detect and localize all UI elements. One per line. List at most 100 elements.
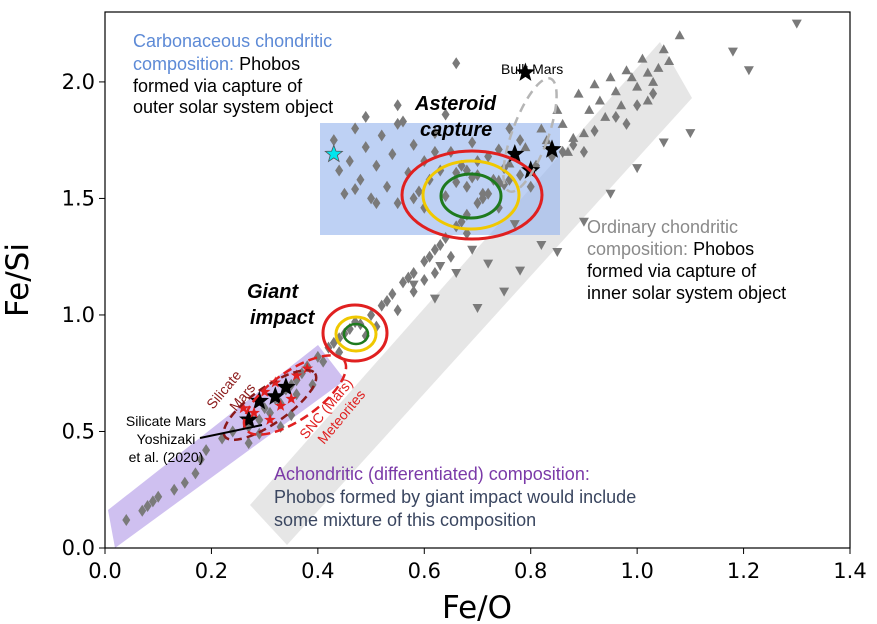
diamond-point (436, 239, 445, 252)
diamond-point (383, 294, 392, 307)
ordinary-line2: composition: Phobos (587, 239, 754, 259)
ordinary-chondritic-region (250, 42, 692, 545)
diamond-point (329, 134, 338, 147)
ordinary-line4: inner solar system object (587, 283, 786, 303)
diamond-point (388, 148, 397, 161)
asteroid-capture-red-ellipse (400, 149, 544, 241)
diamond-point (441, 108, 450, 121)
achondritic-region (108, 345, 345, 548)
diamond-point (420, 274, 429, 286)
diamond-point (335, 164, 344, 177)
plot-frame (104, 11, 851, 549)
triangle-down-point (536, 241, 547, 251)
triangle-up-point (674, 30, 685, 40)
carbonaceous-line4: outer solar system object (133, 97, 333, 117)
triangle-down-point (727, 47, 738, 57)
diamond-point (622, 117, 631, 130)
triangle-down-point (605, 189, 616, 199)
triangle-up-point (642, 67, 653, 77)
x-tick-label: 0.6 (408, 559, 441, 583)
carbonaceous-prefix: composition: (133, 54, 239, 74)
achondritic-line2: some mixture of this composition (274, 510, 536, 530)
diamond-point (393, 99, 402, 112)
diamond-point (484, 187, 493, 200)
giant-impact-green-ellipse (342, 322, 370, 346)
asteroid-label: Asteroid (414, 93, 497, 115)
black-star-point (249, 391, 269, 410)
bulk-mars-label: Bulk Mars (501, 61, 563, 77)
diamond-point (414, 185, 423, 198)
diamond-point (462, 180, 471, 193)
triangle-up-point (557, 118, 568, 128)
diamond-point (446, 250, 455, 263)
diamond-point (409, 138, 418, 151)
giant-label: Giant (247, 281, 299, 303)
diamond-point (313, 350, 322, 363)
diamond-point (351, 183, 360, 196)
triangle-up-point (632, 81, 643, 91)
triangle-up-point (594, 95, 605, 105)
diamond-point (383, 180, 392, 193)
triangle-up-point (493, 174, 504, 184)
diamond-point (399, 276, 407, 289)
axes: 0.0 0.2 0.4 0.6 0.8 1.0 1.2 1.4 0.0 0.5 1.0 1.5 2.0… (0, 11, 867, 624)
x-tick-label: 0.8 (514, 559, 547, 583)
y-tick-label: 1.5 (62, 186, 95, 210)
diamond-point (148, 495, 157, 508)
triangle-down-point (499, 287, 510, 297)
diamond-point (611, 110, 620, 123)
triangle-up-point (578, 128, 589, 138)
achondritic-line1: Phobos formed by giant impact would incl… (274, 487, 636, 507)
diamond-point (633, 99, 642, 112)
achondritic-title: Achondritic (differentiated) composition… (274, 464, 590, 484)
diamond-point (478, 192, 487, 205)
x-tick-label: 0.0 (88, 559, 121, 583)
yoshizaki-label-2: Yoshizaki (137, 431, 196, 447)
triangle-up-point (642, 95, 653, 105)
diamond-point (388, 287, 397, 300)
diamond-point (425, 250, 434, 263)
black-star-point (276, 377, 296, 396)
x-tick-label: 0.4 (301, 559, 334, 583)
triangle-up-point (648, 76, 659, 86)
diamond-point (372, 197, 381, 210)
triangle-up-point (658, 44, 669, 54)
triangle-down-point (467, 245, 478, 255)
y-tick-label: 2.0 (62, 70, 95, 94)
red-star-point (269, 376, 282, 388)
diamond-point (468, 136, 477, 149)
diamond-point (526, 180, 535, 193)
diamond-point (473, 197, 482, 210)
triangle-up-point (605, 72, 616, 82)
diamond-point (505, 122, 514, 135)
triangle-up-point (610, 86, 621, 96)
cyan-star-point (324, 144, 344, 163)
triangle-down-point (658, 138, 669, 148)
diamond-point (170, 483, 179, 496)
diamond-point (590, 124, 599, 137)
carbonaceous-line2: composition: Phobos (133, 54, 300, 74)
triangle-down-point (743, 66, 754, 76)
y-tick-label: 0.5 (62, 419, 95, 443)
triangle-up-point (616, 100, 627, 110)
triangle-down-point (685, 129, 696, 139)
diamond-point (441, 190, 450, 203)
giant-impact-yellow-ellipse (334, 315, 378, 353)
diamond-point (319, 355, 328, 368)
diamond-point (430, 243, 439, 256)
diamond-point (377, 129, 386, 142)
red-star-point (285, 392, 298, 404)
diamond-point (649, 87, 658, 100)
yoshizaki-pointer (199, 424, 263, 439)
diamond-point (367, 192, 376, 205)
carbonaceous-title: Carbonaceous chondritic (133, 31, 332, 51)
triangle-up-point (573, 88, 584, 98)
triangle-up-point (621, 65, 632, 75)
triangle-down-point (515, 266, 526, 276)
diamond-point (202, 444, 211, 457)
triangle-down-point (552, 248, 563, 258)
diamond-point (393, 117, 402, 130)
triangle-down-point (472, 303, 483, 313)
triangle-up-point (664, 55, 675, 65)
